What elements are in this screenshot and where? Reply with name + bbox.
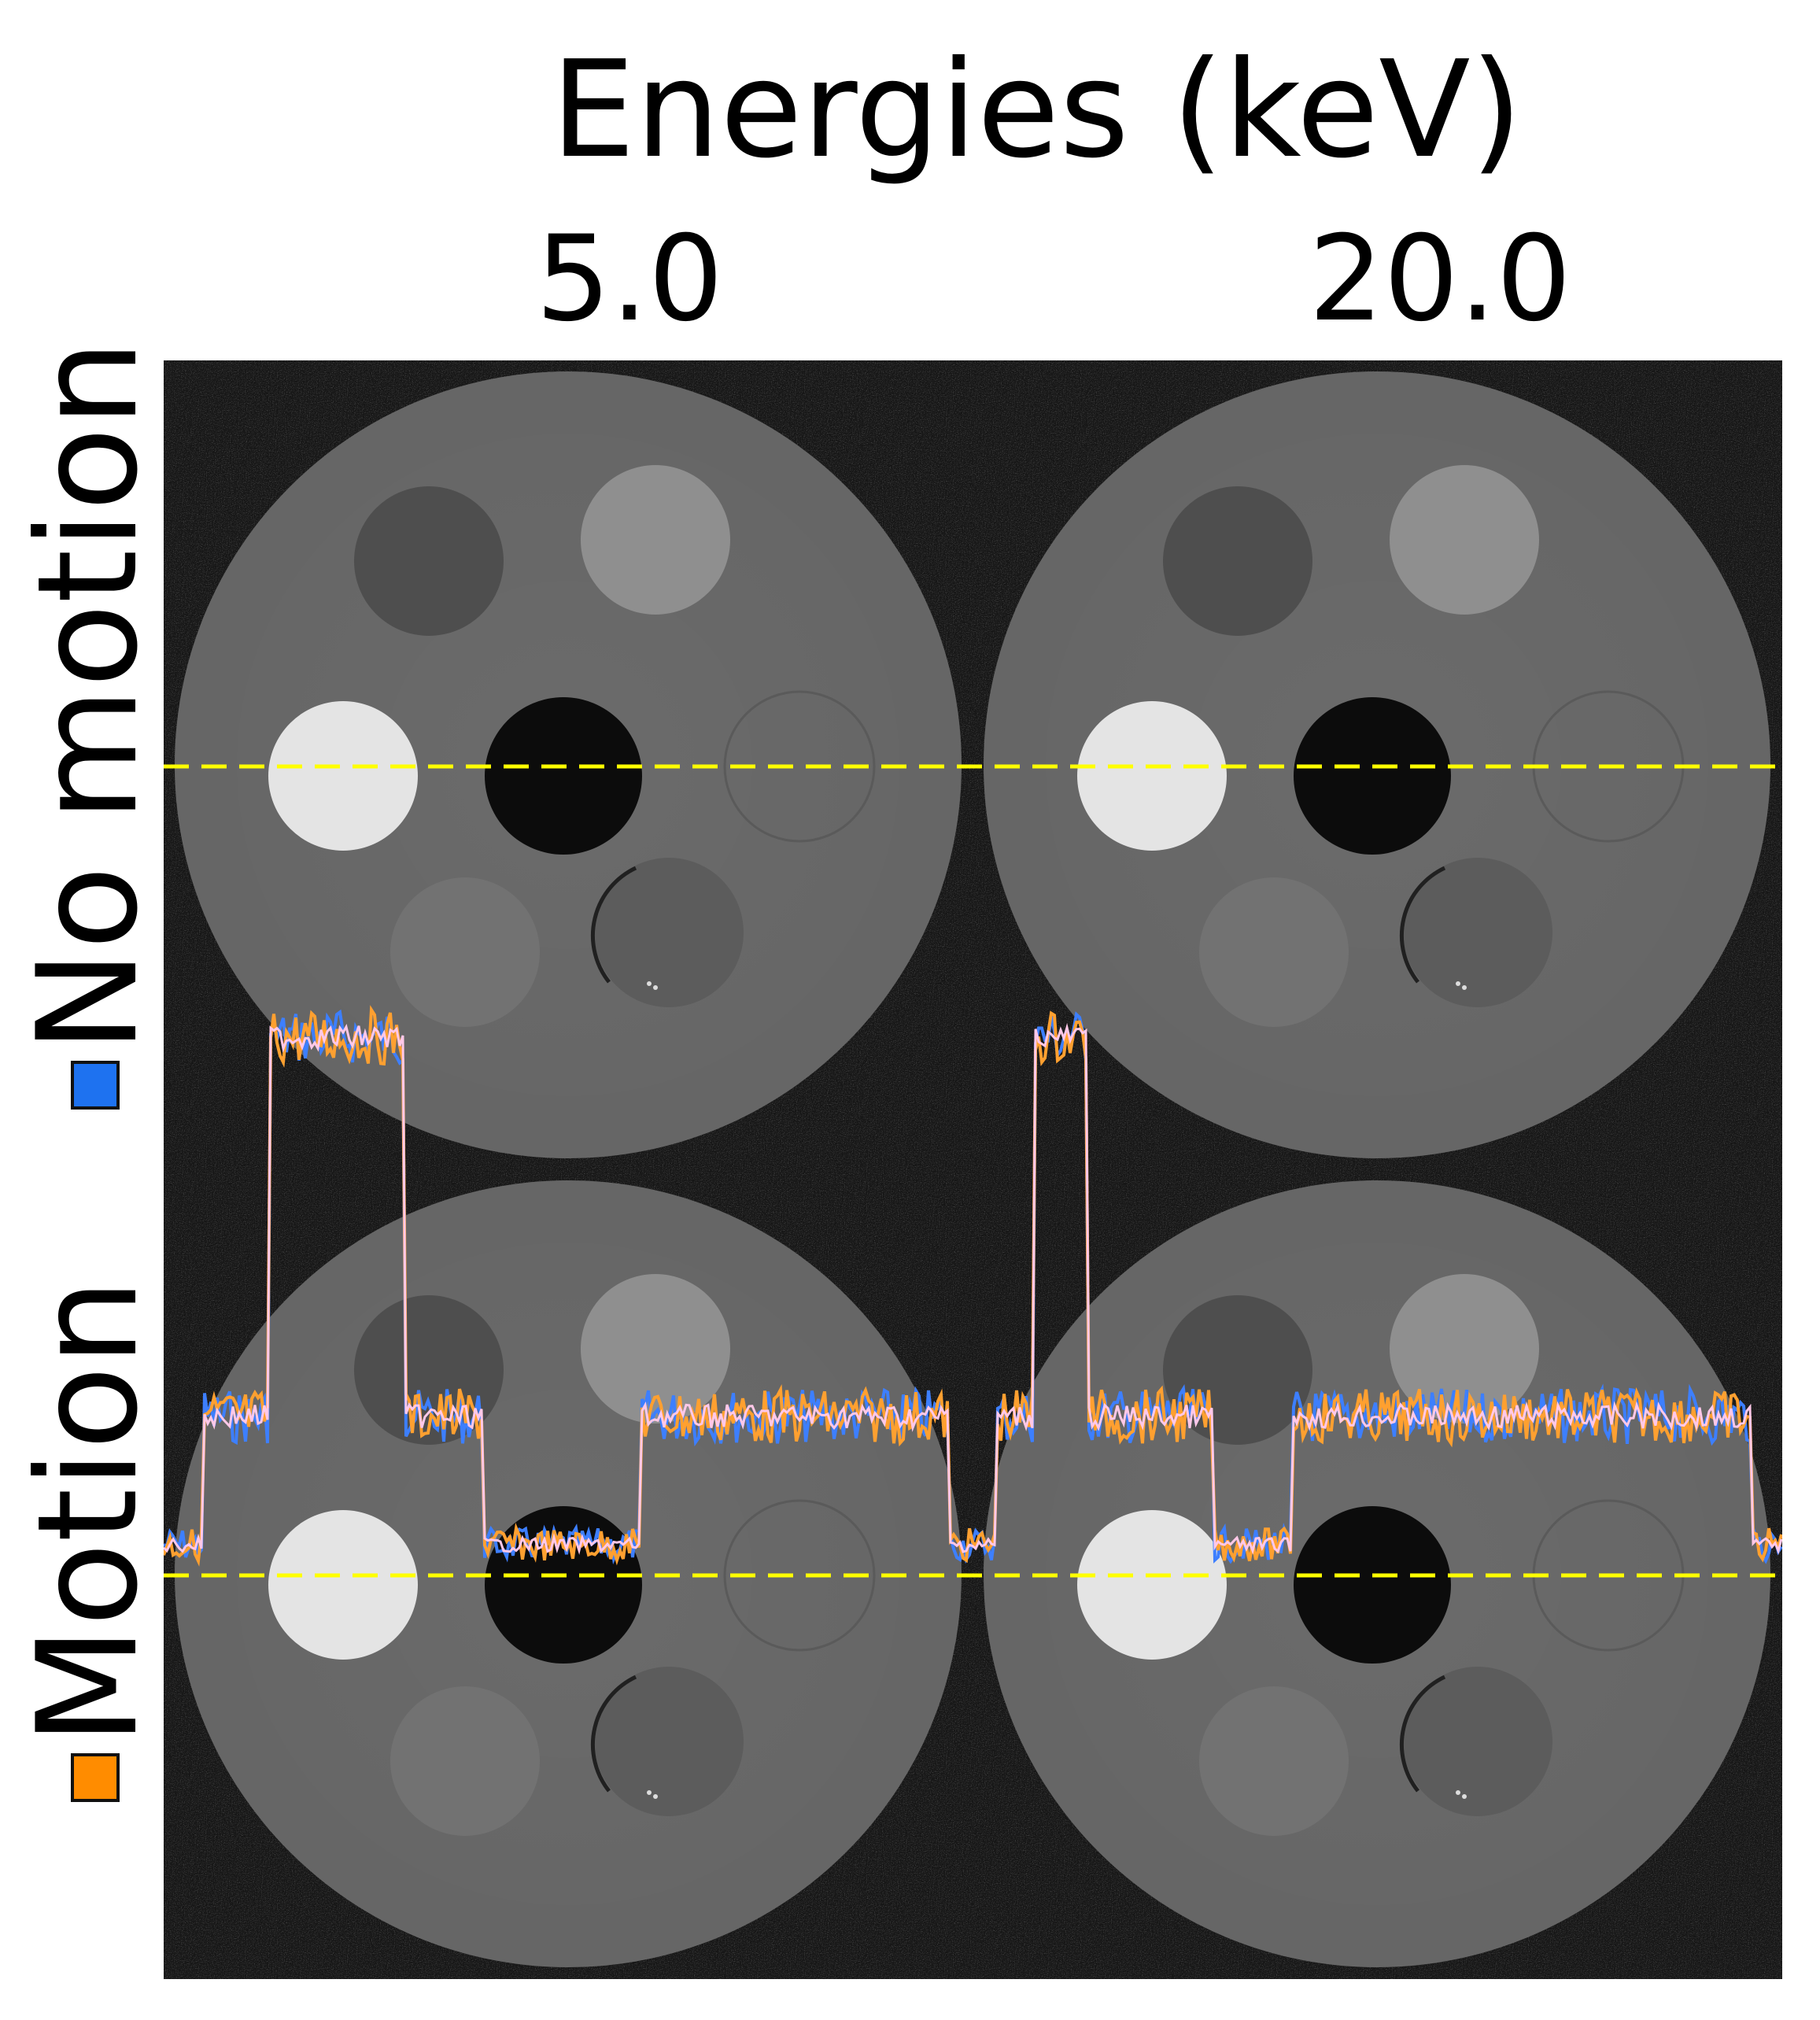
motion-swatch	[71, 1753, 120, 1802]
row-label-no-motion: No motion	[9, 340, 168, 1110]
column-label-20kev: 20.0	[1309, 211, 1571, 348]
reconstruction-grid	[164, 360, 1782, 1979]
row-label-motion: Motion	[9, 1279, 168, 1802]
row-label-motion-text: Motion	[9, 1278, 168, 1745]
column-label-5kev: 5.0	[535, 211, 724, 348]
no-motion-swatch	[71, 1061, 120, 1110]
profile-motion	[164, 1005, 1782, 1567]
row-label-no-motion-text: No motion	[9, 339, 168, 1053]
figure-title: Energies (keV)	[551, 32, 1523, 188]
profile-mean	[164, 1022, 1782, 1555]
intensity-profiles	[164, 1005, 1782, 1567]
